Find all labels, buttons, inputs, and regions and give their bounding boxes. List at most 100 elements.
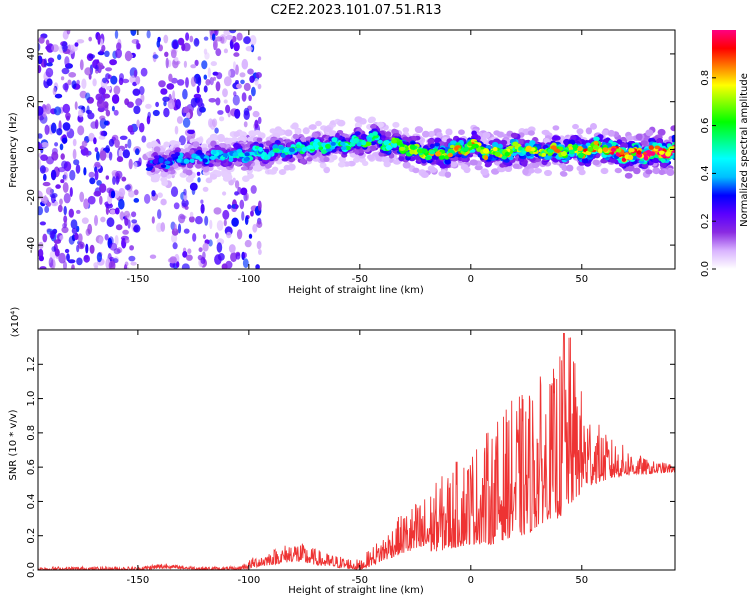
heatmap-cell bbox=[299, 136, 307, 143]
heatmap-cell bbox=[171, 233, 178, 243]
heatmap-cell bbox=[71, 227, 78, 235]
heatmap-cell bbox=[323, 166, 331, 174]
heatmap-cell bbox=[243, 110, 250, 120]
heatmap-cell bbox=[57, 54, 62, 61]
heatmap-cell bbox=[232, 152, 238, 157]
heatmap-cell bbox=[209, 173, 218, 180]
heatmap-cell bbox=[244, 216, 249, 225]
heatmap-cell bbox=[223, 48, 228, 54]
heatmap-cell bbox=[633, 167, 641, 175]
heatmap-cell bbox=[471, 143, 477, 149]
heatmap-cell bbox=[215, 146, 222, 151]
heatmap-cell bbox=[128, 158, 133, 170]
heatmap-cell bbox=[483, 155, 489, 161]
heatmap-cell bbox=[621, 157, 627, 162]
heatmap-cell bbox=[76, 79, 80, 85]
heatmap-cell bbox=[87, 195, 96, 205]
heatmap-cell bbox=[119, 135, 128, 140]
heatmap-cell bbox=[231, 136, 239, 142]
heatmap-cell bbox=[215, 36, 223, 42]
heatmap-cell bbox=[94, 119, 99, 130]
heatmap-cell bbox=[168, 73, 173, 82]
heatmap-cell bbox=[541, 152, 547, 157]
x-tick-label: 0 bbox=[468, 575, 474, 586]
heatmap-cell bbox=[60, 76, 65, 81]
heatmap-cell bbox=[152, 54, 159, 59]
heatmap-cell bbox=[227, 69, 231, 78]
heatmap-cell bbox=[250, 210, 254, 217]
heatmap-cell bbox=[96, 252, 102, 263]
heatmap-cell bbox=[202, 251, 206, 260]
heatmap-cell bbox=[521, 150, 527, 155]
heatmap-cell bbox=[109, 209, 116, 215]
heatmap-cell bbox=[223, 99, 228, 104]
heatmap-cell bbox=[195, 155, 201, 160]
heatmap-cell bbox=[98, 236, 104, 245]
heatmap-cell bbox=[219, 116, 225, 122]
heatmap-cell bbox=[203, 36, 209, 41]
heatmap-cell bbox=[105, 175, 110, 180]
heatmap-cell bbox=[122, 78, 130, 84]
heatmap-cell bbox=[72, 138, 77, 147]
heatmap-cell bbox=[480, 168, 489, 176]
heatmap-cell bbox=[94, 215, 98, 226]
heatmap-cell bbox=[129, 245, 135, 251]
heatmap-cell bbox=[399, 146, 406, 151]
heatmap-cell bbox=[38, 36, 45, 44]
heatmap-cell bbox=[151, 190, 156, 197]
heatmap-cell bbox=[216, 242, 223, 253]
heatmap-cell bbox=[228, 244, 236, 254]
heatmap-cell bbox=[102, 93, 111, 99]
heatmap-cell bbox=[202, 166, 210, 173]
heatmap-cell bbox=[376, 121, 384, 128]
heatmap-cell bbox=[70, 219, 78, 230]
heatmap-cell bbox=[284, 129, 293, 137]
heatmap-cell bbox=[140, 67, 148, 77]
heatmap-cell bbox=[497, 167, 506, 173]
heatmap-cell bbox=[193, 37, 200, 47]
heatmap-cell bbox=[62, 222, 67, 229]
heatmap-cell bbox=[307, 145, 313, 150]
heatmap-cell bbox=[231, 217, 239, 227]
heatmap-cell bbox=[190, 64, 197, 69]
heatmap-cell bbox=[278, 169, 286, 176]
heatmap-cell bbox=[135, 98, 143, 106]
heatmap-cell bbox=[61, 67, 70, 75]
colorbar: 0.0 0.2 0.4 0.6 0.8 Normalized spectral ampl… bbox=[700, 30, 750, 277]
heatmap-cell bbox=[112, 176, 116, 185]
heatmap-cell bbox=[163, 141, 170, 148]
heatmap-cell bbox=[94, 265, 98, 269]
heatmap-cell bbox=[209, 155, 216, 160]
heatmap-cell bbox=[164, 160, 171, 165]
heatmap-cell bbox=[111, 105, 115, 112]
heatmap-cell bbox=[187, 248, 192, 254]
heatmap-cell bbox=[222, 209, 230, 220]
heatmap-cell bbox=[205, 79, 211, 86]
heatmap-cell bbox=[628, 154, 634, 161]
heatmap-cell bbox=[196, 85, 200, 94]
y-tick-label: 1.0 bbox=[26, 391, 37, 407]
heatmap-cell bbox=[166, 83, 175, 90]
heatmap-cell bbox=[323, 156, 330, 162]
heatmap-cell bbox=[160, 176, 168, 183]
heatmap-cell bbox=[222, 191, 227, 196]
heatmap-cell bbox=[521, 160, 528, 167]
heatmap-cell bbox=[88, 132, 95, 142]
heatmap-cell bbox=[124, 238, 130, 244]
heatmap-cell bbox=[99, 183, 107, 193]
heatmap-cell bbox=[51, 44, 59, 53]
heatmap-cell bbox=[256, 220, 263, 228]
heatmap-cell bbox=[422, 130, 430, 138]
heatmap-cell bbox=[216, 72, 223, 80]
heatmap-cell bbox=[210, 140, 217, 147]
heatmap-cell bbox=[186, 162, 194, 169]
heatmap-cell bbox=[50, 169, 57, 181]
heatmap-cell bbox=[566, 164, 574, 172]
heatmap-cell bbox=[56, 128, 63, 136]
y-tick-label: 0.8 bbox=[26, 425, 37, 441]
heatmap-cell bbox=[482, 132, 491, 139]
heatmap-cell bbox=[248, 233, 253, 239]
heatmap-cell bbox=[202, 186, 209, 192]
heatmap-cell bbox=[444, 171, 452, 178]
